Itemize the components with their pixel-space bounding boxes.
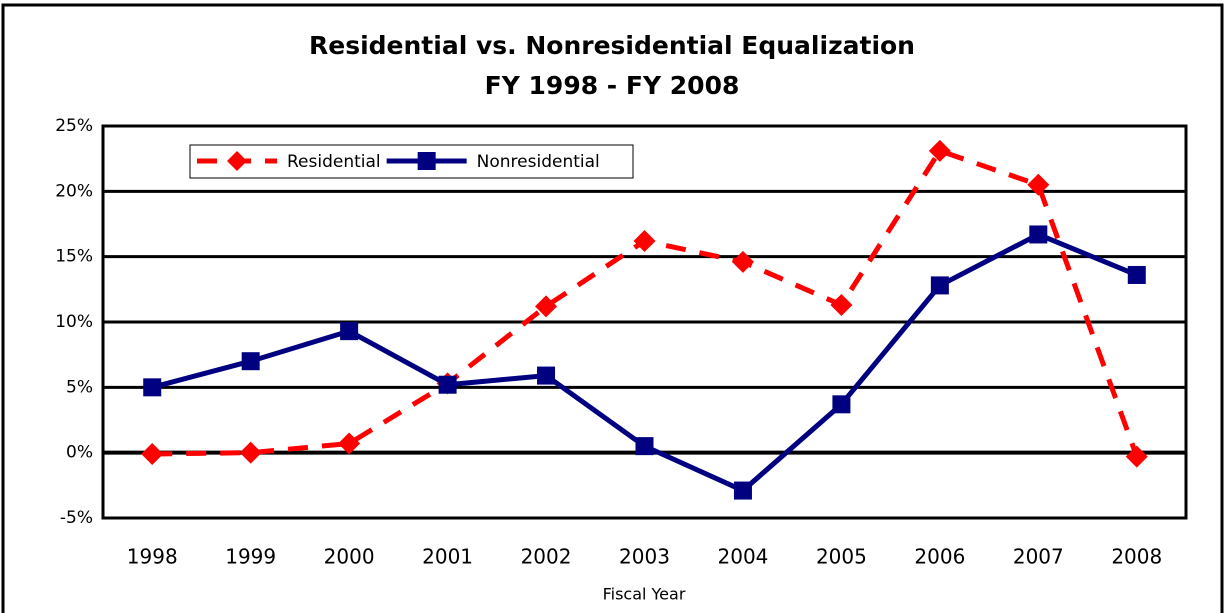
chart-frame [1,3,1224,613]
data-point [1127,265,1146,284]
data-point [830,294,853,317]
y-tick-label: 20% [55,181,93,201]
x-tick-label: 2004 [718,545,769,569]
x-tick-label: 1998 [127,545,178,569]
data-point [635,437,654,456]
y-tick-label: 5% [66,377,93,397]
x-tick-label: 2007 [1013,545,1064,569]
y-tick-label: 0% [66,443,93,463]
chart-title: Residential vs. Nonresidential Equalizat… [309,31,915,60]
data-point [733,481,752,500]
data-point [338,432,361,455]
y-tick-label: -5% [60,508,93,528]
data-point [239,441,262,464]
y-tick-label: 25% [55,116,93,136]
y-tick-label: 10% [55,312,93,332]
x-tick-label: 2001 [422,545,473,569]
x-tick-label: 2005 [816,545,867,569]
data-point [438,375,457,394]
data-point [633,229,656,252]
data-point [537,366,556,385]
data-point [340,322,359,341]
x-tick-label: 1999 [225,545,276,569]
x-tick-label: 2000 [324,545,375,569]
legend-label: Nonresidential [477,152,600,172]
data-point [141,442,164,465]
data-point [832,395,851,414]
legend-marker [227,151,247,171]
data-point [928,139,951,162]
data-point [731,250,754,273]
data-point [930,276,949,295]
plot-border [101,124,1188,520]
data-point [1125,445,1148,468]
x-tick-label: 2008 [1111,545,1162,569]
x-tick-label: 2002 [521,545,572,569]
x-tick-label: 2003 [619,545,670,569]
data-point [143,378,162,397]
x-tick-label: 2006 [914,545,965,569]
y-tick-label: 15% [55,247,93,267]
data-point [1029,225,1048,244]
x-axis-label: Fiscal Year [603,585,686,604]
legend-label: Residential [287,152,381,172]
data-point [535,295,558,318]
legend-marker [417,152,436,170]
data-point [1027,173,1050,196]
data-point [241,352,260,371]
chart-subtitle: FY 1998 - FY 2008 [485,71,740,100]
